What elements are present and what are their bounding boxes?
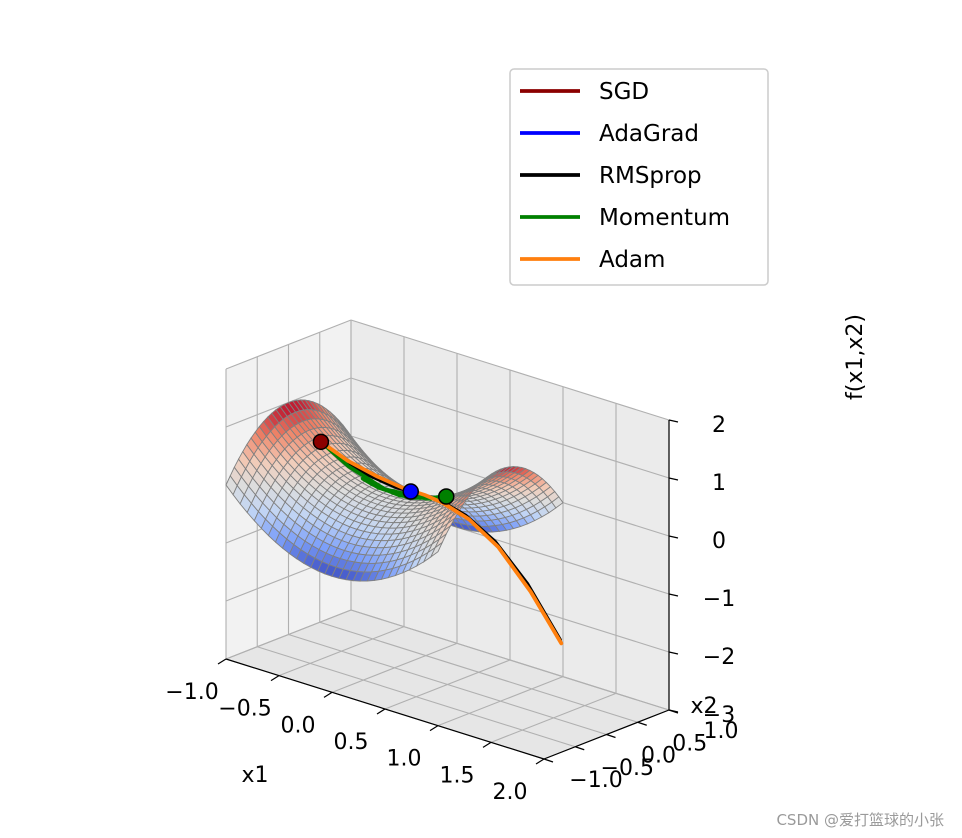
x1-tick-label: 0.0 <box>281 713 316 738</box>
legend-label-sgd: SGD <box>599 79 649 105</box>
surface-cell <box>429 541 444 559</box>
legend-label-adagrad: AdaGrad <box>599 121 699 147</box>
grid-line <box>225 609 352 660</box>
grid-line <box>257 646 576 748</box>
x1-tick-mark <box>270 675 280 682</box>
grid-line <box>288 633 607 736</box>
x1-tick-mark <box>429 725 439 732</box>
x1-tick-label: 0.5 <box>334 730 369 755</box>
x1-tick-mark <box>376 708 386 715</box>
z-tick-label: −3 <box>703 703 735 728</box>
x2-tick-mark <box>575 746 585 751</box>
z-tick-label: 0 <box>712 529 726 554</box>
axes-grid <box>225 319 670 760</box>
z-tick-mark <box>668 535 679 539</box>
optimizer-paths <box>312 433 564 646</box>
z-tick-label: 2 <box>712 413 726 438</box>
x1-tick-label: −0.5 <box>218 697 271 722</box>
z-tick-mark <box>668 477 679 481</box>
x1-tick-mark <box>217 658 227 665</box>
z-tick-mark <box>668 419 679 423</box>
z-tick-mark <box>668 651 679 655</box>
series-adam-line <box>318 439 564 646</box>
marker-adagrad <box>402 483 419 500</box>
x1-tick-mark <box>323 691 333 698</box>
legend: SGD AdaGrad RMSprop Momentum Adam <box>509 68 769 286</box>
x2-tick-label: −1.0 <box>569 768 622 793</box>
tick-labels: −1.0−0.50.00.51.01.52.0 −1.0−0.50.00.51.0… <box>165 413 738 805</box>
grid-line <box>319 621 638 723</box>
x2-tick-label: 1.0 <box>704 719 739 744</box>
z-tick-mark <box>668 709 679 713</box>
grid-line <box>225 319 352 370</box>
legend-label-adam: Adam <box>599 247 665 273</box>
legend-frame <box>509 68 769 286</box>
x1-tick-mark <box>482 741 492 748</box>
legend-label-momentum: Momentum <box>599 205 730 231</box>
x2-tick-label: −0.5 <box>601 756 654 781</box>
z-axis-label: f(x1,x2) <box>843 314 868 400</box>
marker-momentum <box>438 488 455 505</box>
x2-tick-mark <box>637 721 647 726</box>
x1-tick-label: 1.0 <box>387 747 422 772</box>
z-tick-label: −1 <box>703 587 735 612</box>
x1-tick-label: 2.0 <box>493 780 528 805</box>
z-tick-label: −2 <box>703 645 735 670</box>
marker-sgd <box>312 433 330 451</box>
x2-tick-label: 0.0 <box>641 744 676 769</box>
x2-tick-label: 0.5 <box>672 731 707 756</box>
x1-tick-label: 1.5 <box>440 763 475 788</box>
grid-line <box>350 319 670 421</box>
x1-tick-mark <box>535 758 545 765</box>
x2-axis-label: x2 <box>690 694 717 719</box>
watermark: CSDN @爱打篮球的小张 <box>776 811 944 829</box>
x2-tick-mark <box>606 733 616 739</box>
x2-tick-mark <box>543 758 554 763</box>
grid-line <box>350 609 670 711</box>
legend-label-rmsprop: RMSprop <box>599 163 702 189</box>
x1-axis-label: x1 <box>241 763 268 788</box>
z-tick-label: 1 <box>712 471 726 496</box>
x1-tick-label: −1.0 <box>165 680 218 705</box>
grid-line <box>350 377 670 479</box>
z-tick-mark <box>668 593 679 597</box>
